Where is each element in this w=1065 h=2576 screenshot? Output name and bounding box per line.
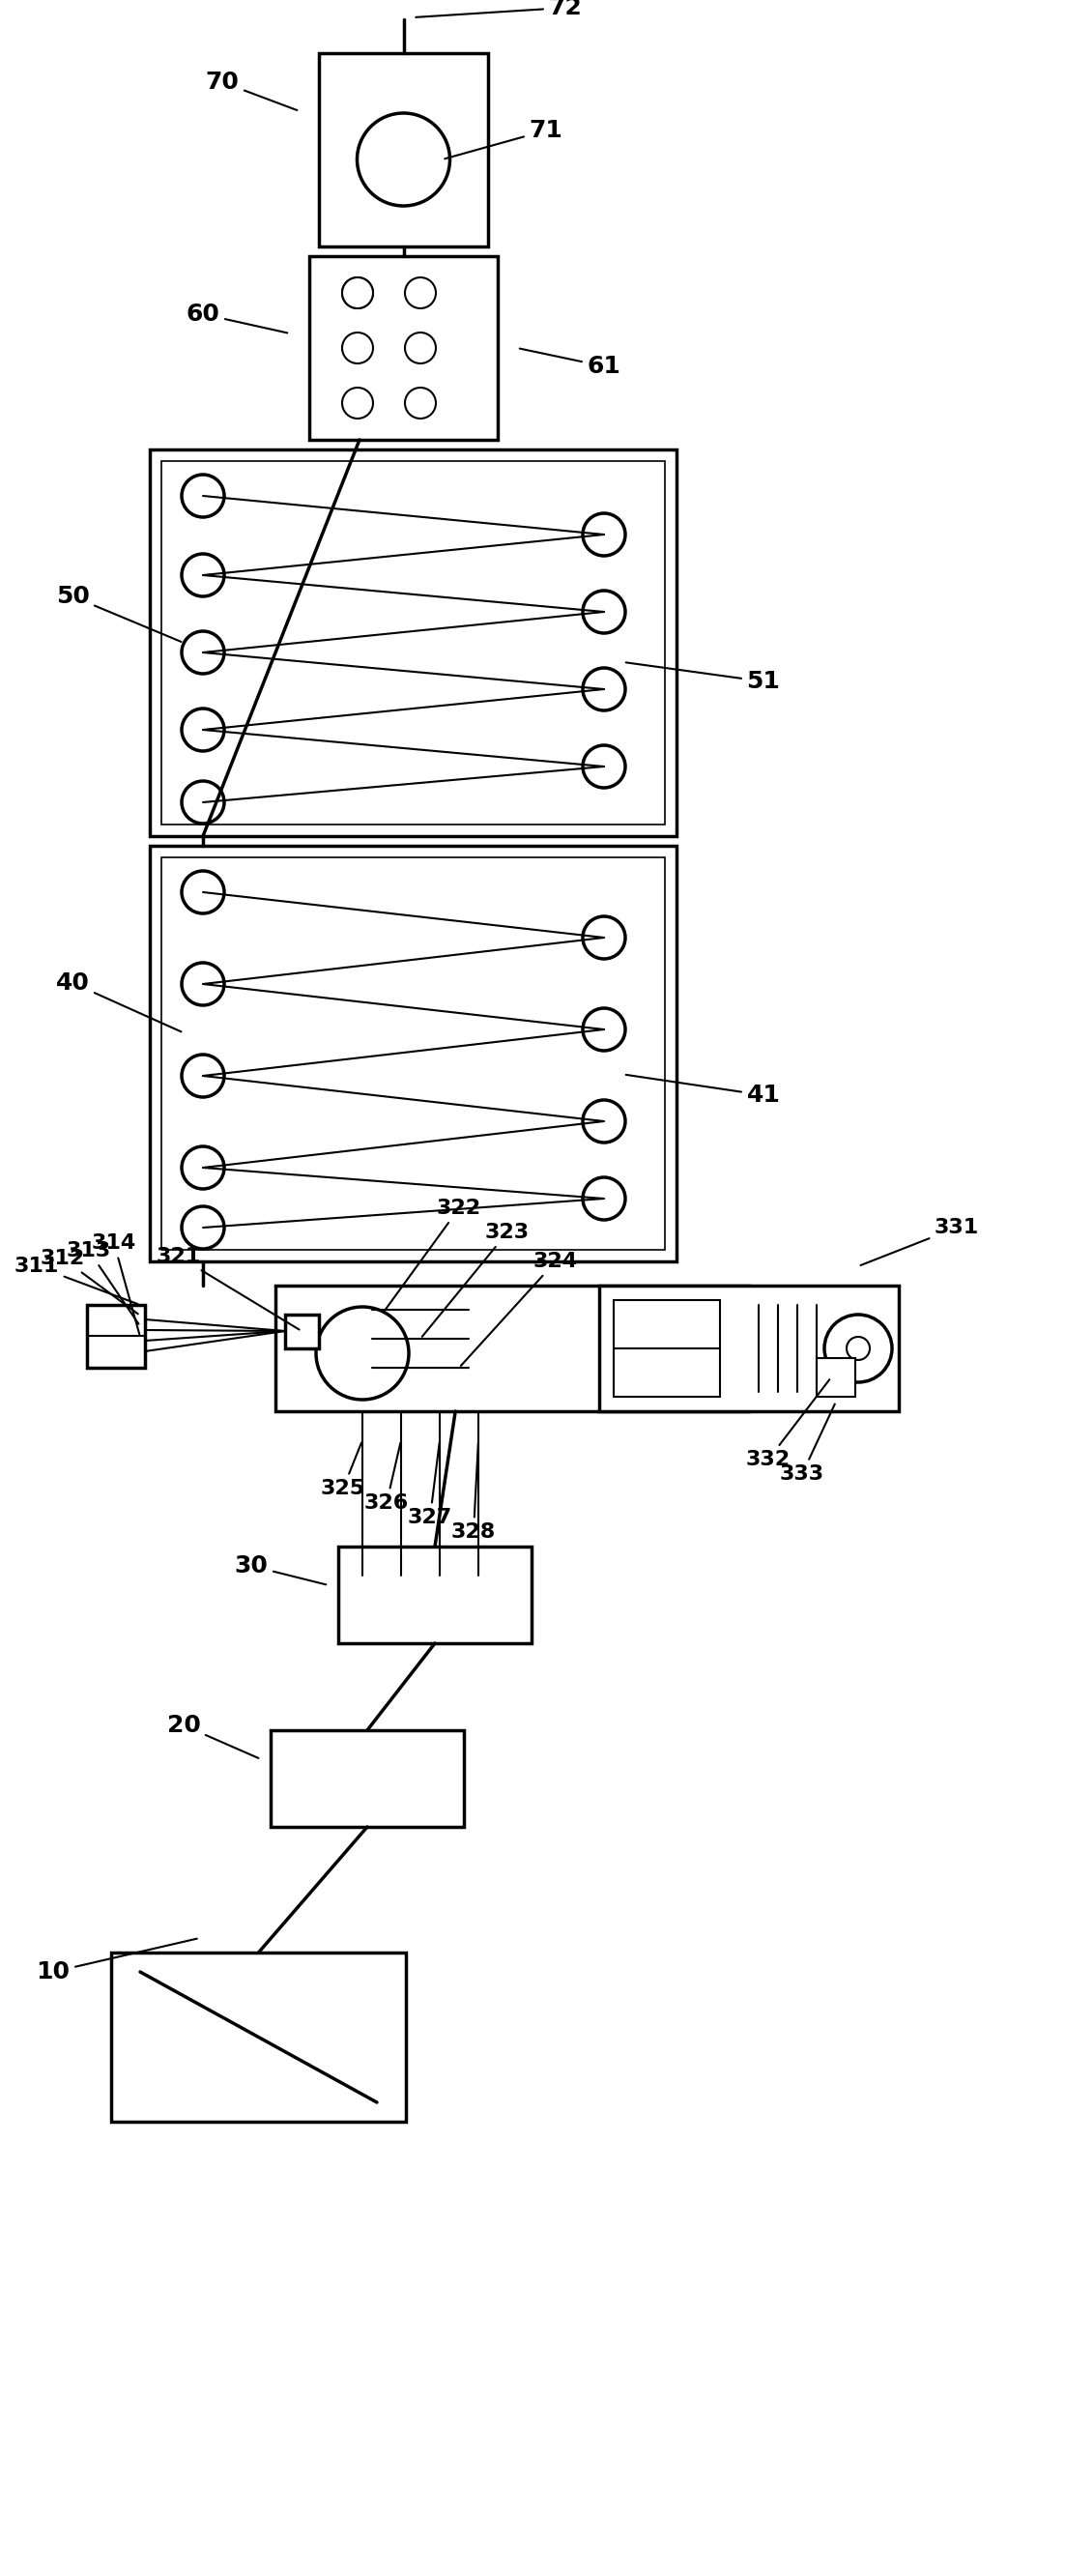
Circle shape — [182, 1206, 225, 1249]
Circle shape — [405, 278, 436, 309]
Circle shape — [405, 332, 436, 363]
Circle shape — [342, 386, 373, 417]
Circle shape — [824, 1314, 892, 1383]
Text: 50: 50 — [55, 585, 181, 641]
Text: 323: 323 — [422, 1224, 529, 1337]
Circle shape — [583, 590, 625, 634]
Circle shape — [182, 1054, 225, 1097]
Text: 312: 312 — [40, 1249, 138, 1314]
Text: 311: 311 — [14, 1257, 137, 1303]
Bar — [87, 1306, 145, 1368]
Circle shape — [182, 554, 225, 598]
Text: 326: 326 — [364, 1443, 409, 1512]
Bar — [309, 255, 497, 440]
Circle shape — [583, 1100, 625, 1144]
Circle shape — [583, 1007, 625, 1051]
Text: 332: 332 — [746, 1381, 830, 1468]
Circle shape — [342, 278, 373, 309]
Circle shape — [182, 871, 225, 914]
Text: 61: 61 — [520, 348, 621, 379]
Circle shape — [357, 113, 449, 206]
Circle shape — [182, 963, 225, 1005]
Text: 20: 20 — [167, 1713, 259, 1759]
Bar — [271, 1731, 464, 1826]
Text: 30: 30 — [234, 1553, 326, 1584]
Circle shape — [342, 332, 373, 363]
Text: 313: 313 — [66, 1242, 138, 1324]
Circle shape — [583, 1177, 625, 1221]
Text: 10: 10 — [36, 1940, 197, 1984]
Circle shape — [182, 708, 225, 752]
Bar — [162, 461, 665, 824]
Circle shape — [182, 781, 225, 824]
Text: 325: 325 — [321, 1443, 365, 1499]
Circle shape — [847, 1337, 870, 1360]
Circle shape — [405, 386, 436, 417]
Bar — [817, 1358, 855, 1396]
Text: 314: 314 — [92, 1234, 140, 1334]
Bar — [150, 845, 676, 1262]
Text: 333: 333 — [780, 1404, 835, 1484]
Text: 60: 60 — [186, 301, 288, 332]
Text: 328: 328 — [452, 1443, 496, 1540]
Text: 321: 321 — [157, 1247, 299, 1329]
Text: 331: 331 — [861, 1218, 979, 1265]
Bar — [339, 1546, 531, 1643]
Text: 324: 324 — [461, 1252, 578, 1365]
Text: 41: 41 — [626, 1074, 781, 1108]
Circle shape — [182, 1146, 225, 1190]
Text: 70: 70 — [206, 70, 297, 111]
Bar — [285, 1314, 318, 1347]
Circle shape — [182, 631, 225, 675]
Bar — [613, 1301, 720, 1396]
Circle shape — [583, 667, 625, 711]
Bar — [150, 448, 676, 837]
Text: 72: 72 — [415, 0, 583, 21]
Circle shape — [342, 278, 373, 309]
Text: 51: 51 — [626, 662, 781, 693]
Circle shape — [316, 1306, 409, 1399]
Bar — [111, 1953, 406, 2123]
Circle shape — [583, 513, 625, 556]
Text: 322: 322 — [383, 1198, 481, 1311]
Bar — [318, 54, 488, 247]
Circle shape — [583, 744, 625, 788]
Bar — [600, 1285, 899, 1412]
Text: 327: 327 — [408, 1443, 453, 1528]
Circle shape — [583, 917, 625, 958]
Text: 71: 71 — [445, 118, 563, 160]
Bar — [162, 858, 665, 1249]
Text: 40: 40 — [55, 971, 181, 1033]
Bar — [276, 1285, 749, 1412]
Circle shape — [182, 474, 225, 518]
